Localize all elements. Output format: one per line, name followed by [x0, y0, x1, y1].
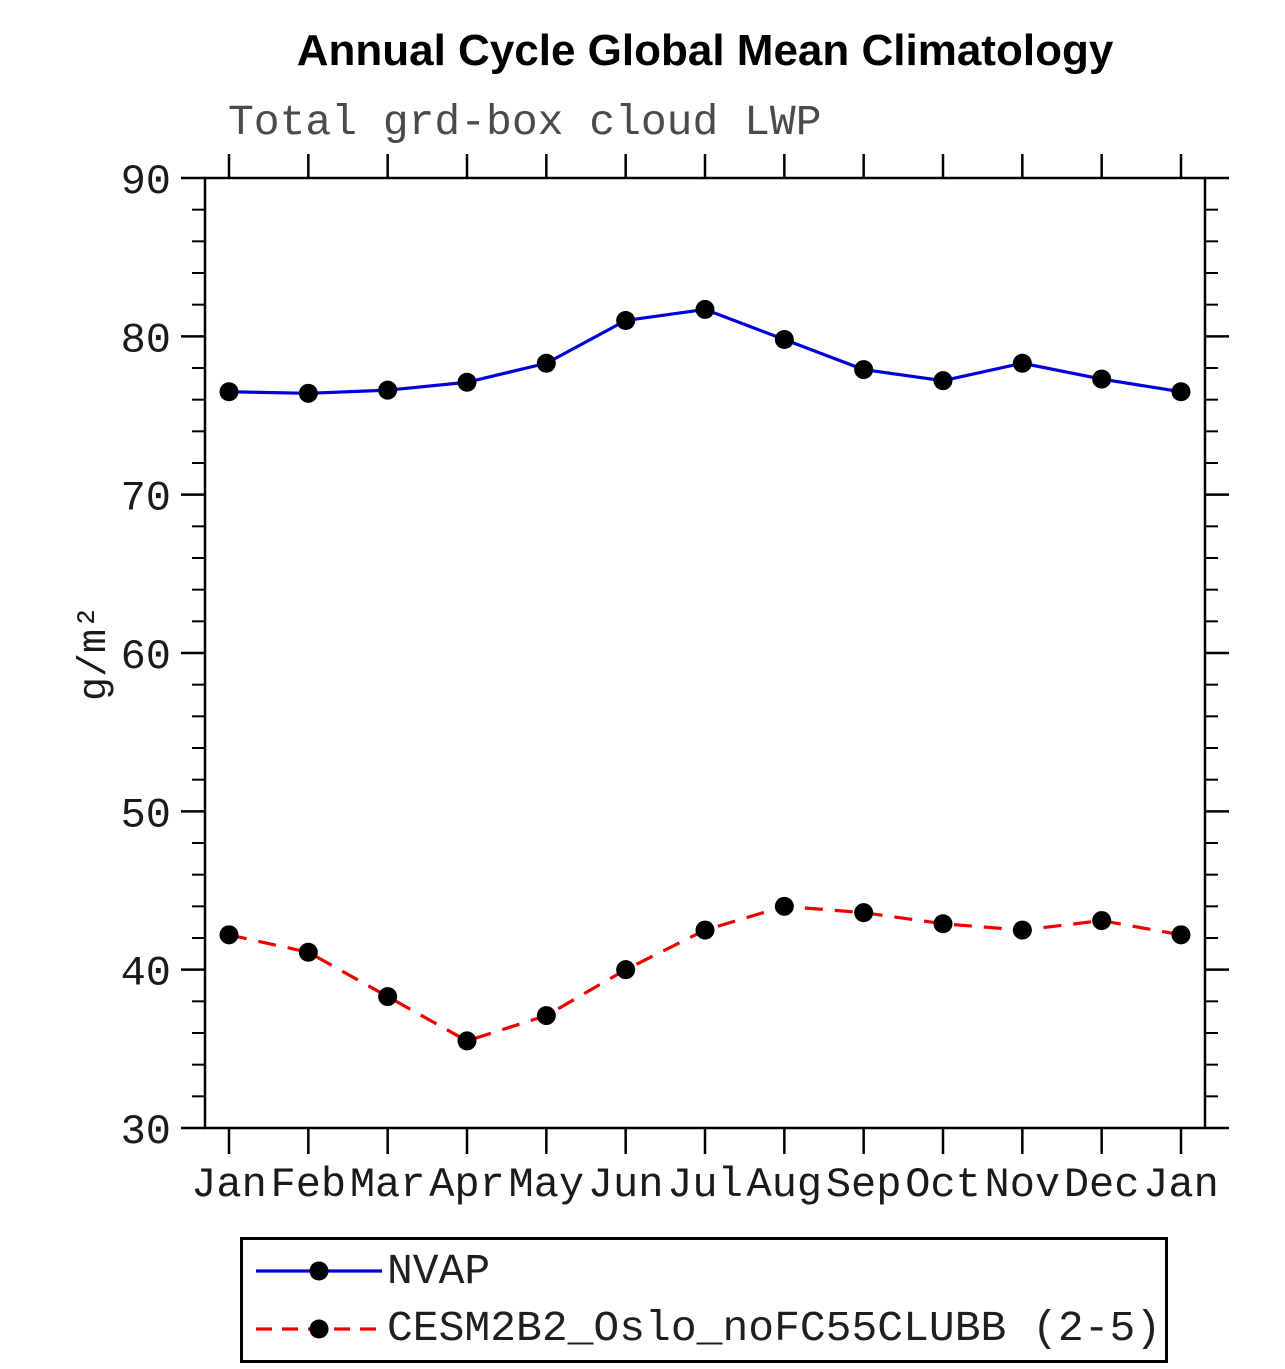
data-point	[457, 1031, 477, 1051]
x-tick-label: Jan	[1143, 1161, 1219, 1209]
data-point	[1092, 369, 1112, 389]
data-point	[774, 330, 794, 349]
legend-label-nvap: NVAP	[387, 1246, 491, 1296]
data-point	[933, 371, 953, 391]
data-point	[1012, 353, 1032, 373]
data-point	[1012, 920, 1032, 940]
legend-label-cesm: CESM2B2_Oslo_noFC55CLUBB (2-5)	[387, 1304, 1162, 1354]
y-axis-label: g/m²	[73, 605, 118, 701]
x-tick-label: Jun	[588, 1161, 664, 1209]
x-tick-label: Jan	[191, 1161, 267, 1209]
data-point	[219, 925, 239, 945]
data-point	[219, 382, 239, 402]
data-point	[854, 360, 874, 380]
legend-marker-icon	[309, 1261, 329, 1281]
data-point	[695, 920, 715, 940]
chart-subtitle: Total grd-box cloud LWP	[228, 98, 822, 147]
data-point	[1092, 911, 1112, 931]
y-tick-label: 30	[121, 1108, 171, 1156]
legend-line-sample-solid	[256, 1261, 382, 1281]
legend-item-cesm: CESM2B2_Oslo_noFC55CLUBB (2-5)	[253, 1303, 1165, 1355]
legend-marker-icon	[309, 1319, 329, 1339]
legend-item-nvap: NVAP	[253, 1245, 1165, 1297]
series-line-0	[228, 307, 1182, 395]
y-tick-label: 50	[121, 791, 171, 839]
y-tick-label: 90	[121, 158, 171, 206]
data-point	[695, 299, 715, 319]
x-tick-label: Dec	[1064, 1161, 1140, 1209]
data-point	[536, 353, 556, 373]
x-tick-label: Feb	[271, 1161, 347, 1209]
data-point	[378, 380, 398, 400]
x-tick-label: Nov	[985, 1161, 1061, 1209]
y-tick-label: 70	[121, 475, 171, 523]
x-tick-label: Mar	[350, 1161, 426, 1209]
data-point	[1171, 382, 1191, 402]
data-point	[933, 914, 953, 934]
data-point	[298, 383, 318, 403]
data-point	[457, 372, 477, 392]
legend-line-sample-dashed	[256, 1319, 382, 1339]
data-point	[378, 987, 398, 1007]
y-tick-label: 80	[121, 316, 171, 364]
x-tick-label: Oct	[905, 1161, 981, 1209]
data-point	[616, 311, 636, 330]
data-point	[536, 1006, 556, 1026]
x-tick-label: Aug	[747, 1161, 823, 1209]
data-point	[616, 960, 636, 980]
legend: NVAP CESM2B2_Oslo_noFC55CLUBB (2-5)	[240, 1237, 1168, 1363]
x-tick-label: Apr	[429, 1161, 505, 1209]
y-tick-label: 60	[121, 633, 171, 681]
chart-title: Annual Cycle Global Mean Climatology	[296, 26, 1114, 75]
data-point	[854, 903, 874, 923]
data-point	[298, 942, 318, 962]
x-tick-label: Jul	[667, 1161, 743, 1209]
x-tick-label: Sep	[826, 1161, 902, 1209]
data-point	[1171, 925, 1191, 945]
x-tick-label: May	[509, 1161, 585, 1209]
data-point	[774, 896, 794, 916]
plot-box	[203, 176, 1207, 1130]
y-tick-label: 40	[121, 950, 171, 998]
